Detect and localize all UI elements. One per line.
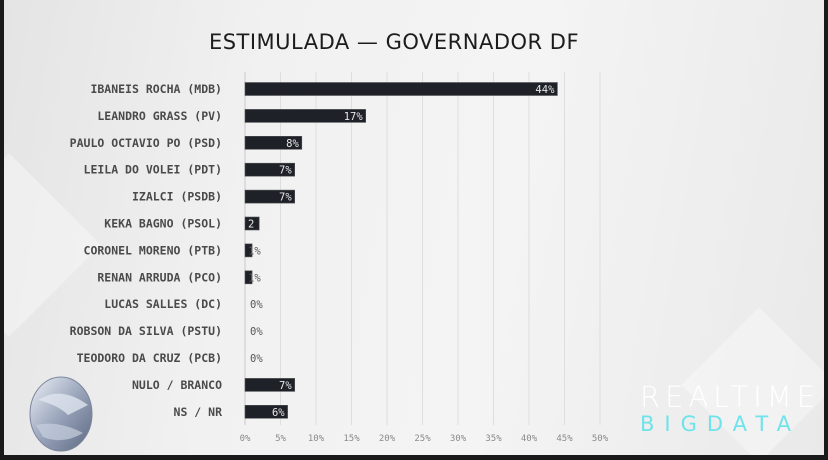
record-tv-logo xyxy=(29,376,93,452)
category-label: IBANEIS ROCHA (MDB) xyxy=(90,82,222,96)
data-label: 7% xyxy=(279,380,292,392)
bar xyxy=(244,82,558,96)
data-label: 7% xyxy=(279,165,292,177)
data-label: 8% xyxy=(286,138,299,150)
data-label: 6% xyxy=(272,407,285,419)
bar xyxy=(244,404,288,419)
category-label: LEANDRO GRASS (PV) xyxy=(97,109,222,123)
chart-frame: ESTIMULADA — GOVERNADOR DF 0% 5% 10% 15% 20%… xyxy=(4,0,824,455)
category-label: KEKA BAGNO (PSOL) xyxy=(104,217,222,231)
x-tick-label: 20% xyxy=(379,434,396,444)
x-tick-label: 30% xyxy=(450,434,467,444)
category-label: PAULO OCTAVIO PO (PSD) xyxy=(70,136,222,150)
data-label: 0% xyxy=(250,299,263,311)
data-label: 44% xyxy=(535,84,555,96)
category-label: NULO / BRANCO xyxy=(132,378,222,392)
bar xyxy=(244,378,296,392)
bar xyxy=(244,136,303,150)
x-tick-label: 25% xyxy=(414,434,431,444)
category-label: IZALCI (PSDB) xyxy=(132,190,222,204)
category-label: RENAN ARRUDA (PCO) xyxy=(97,270,222,284)
x-tick-label: 45% xyxy=(556,434,573,444)
category-label: TEODORO DA CRUZ (PCB) xyxy=(77,351,222,365)
x-tick-label: 10% xyxy=(308,434,325,444)
data-label: 0% xyxy=(250,326,263,338)
bar xyxy=(244,216,260,231)
x-tick-label: 50% xyxy=(592,434,609,444)
x-tick-label: 35% xyxy=(485,434,502,444)
category-label: ROBSON DA SILVA (PSTU) xyxy=(70,324,222,338)
data-label: 1% xyxy=(248,272,261,284)
category-label: LEILA DO VOLEI (PDT) xyxy=(84,163,222,177)
x-tick-label: 0% xyxy=(240,434,251,444)
x-tick-label: 5% xyxy=(275,434,286,444)
brand-line2: BIGDATA xyxy=(640,412,801,436)
realtime-bigdata-logo: REALTIME BIGDATA xyxy=(640,380,821,436)
bar-chart: 0% 5% 10% 15% 20% 25% 30% 35% 40% 45% 50%IBANEIS R… xyxy=(70,72,609,444)
bar xyxy=(244,109,366,123)
bar xyxy=(244,162,296,177)
bar xyxy=(244,270,253,285)
data-label: 2 xyxy=(248,219,254,231)
x-tick-label: 40% xyxy=(521,434,538,444)
data-label: 7% xyxy=(279,192,292,204)
category-label: NS / NR xyxy=(174,405,223,419)
data-label: 17% xyxy=(344,111,364,123)
data-label: 1% xyxy=(248,245,261,257)
brand-line1: REALTIME xyxy=(640,380,821,414)
x-tick-label: 15% xyxy=(343,434,360,444)
bar xyxy=(244,243,253,258)
chart-title: ESTIMULADA — GOVERNADOR DF xyxy=(208,30,580,54)
category-label: CORONEL MORENO (PTB) xyxy=(84,243,222,257)
category-label: LUCAS SALLES (DC) xyxy=(104,297,222,311)
bar xyxy=(244,189,296,204)
data-label: 0% xyxy=(250,353,263,365)
